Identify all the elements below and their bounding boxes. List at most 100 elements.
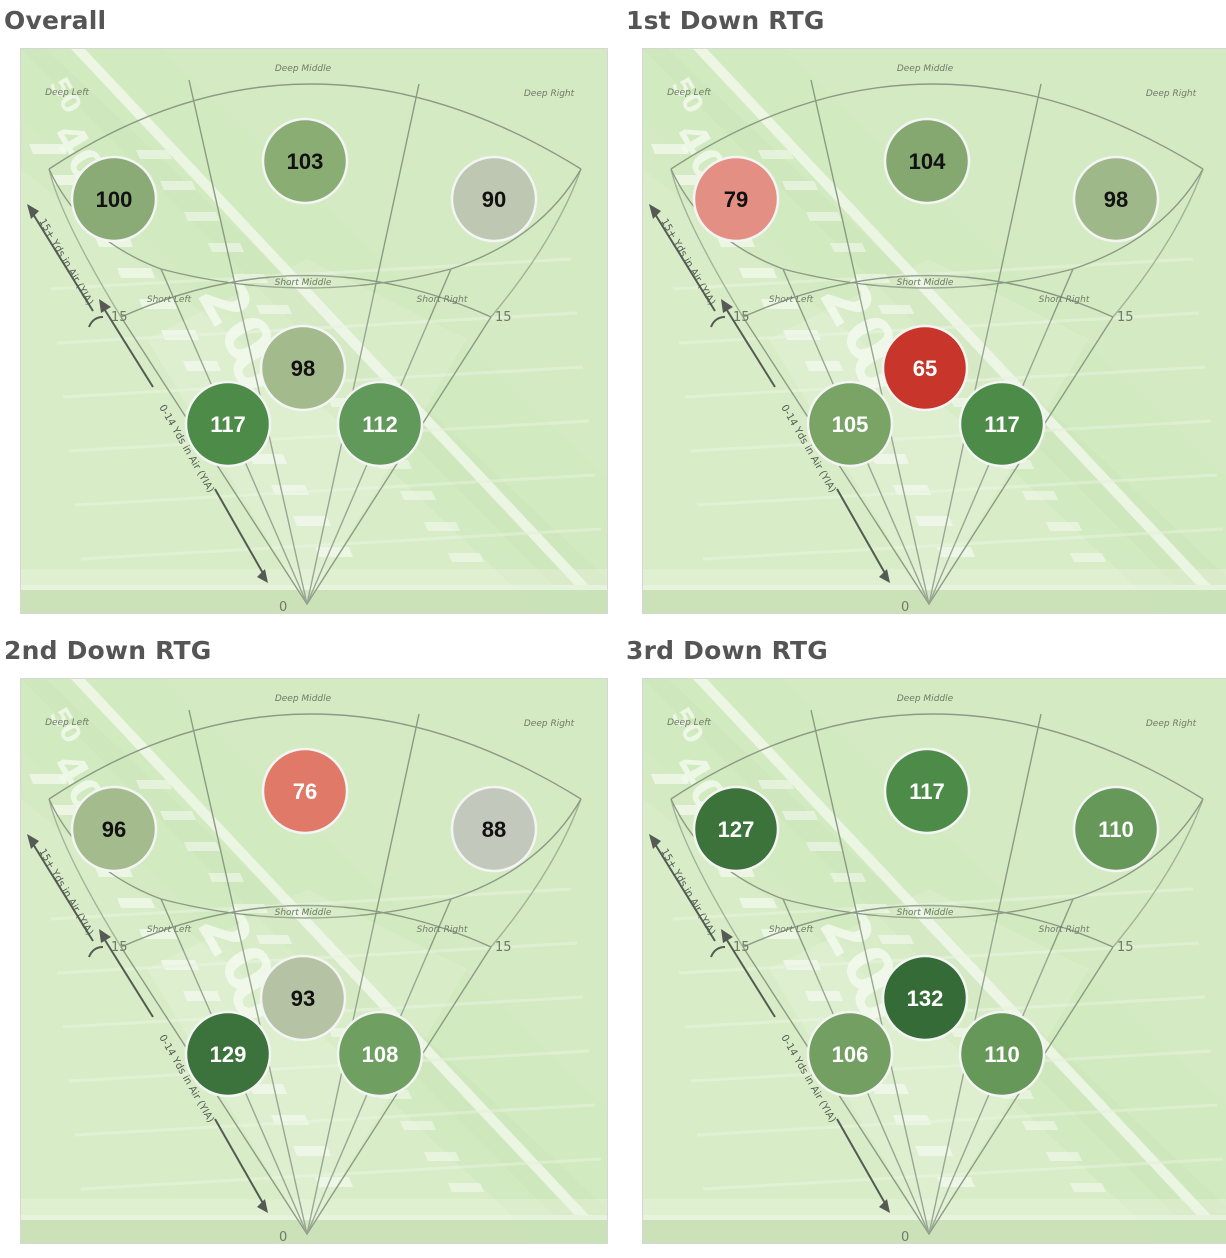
yard-marker-15-right: 15 — [495, 940, 512, 955]
rating-bubble: 117 — [883, 747, 971, 835]
zone-label: Short Middle — [275, 908, 332, 918]
rating-bubble: 79 — [692, 155, 780, 243]
rating-circle — [184, 1010, 272, 1098]
rating-value: 110 — [1098, 817, 1134, 842]
rating-circle — [958, 1010, 1046, 1098]
rating-circle — [692, 785, 780, 873]
rating-circle — [806, 380, 894, 468]
rating-value: 76 — [293, 779, 317, 804]
rating-bubble: 65 — [881, 324, 969, 412]
rating-bubble: 112 — [336, 380, 424, 468]
rating-value: 79 — [724, 187, 748, 212]
rating-circle — [70, 785, 158, 873]
rating-bubble: 88 — [450, 785, 538, 873]
rating-circle — [1072, 785, 1160, 873]
zone-label: Deep Middle — [275, 64, 332, 74]
rating-bubble: 93 — [259, 954, 347, 1042]
rating-bubble: 132 — [881, 954, 969, 1042]
zone-label: Deep Right — [524, 719, 575, 729]
rating-value: 93 — [291, 986, 315, 1011]
rating-bubble: 103 — [261, 117, 349, 205]
zone-label: Short Left — [769, 295, 814, 305]
zone-label: Deep Right — [524, 89, 575, 99]
zone-label: Deep Middle — [275, 694, 332, 704]
rating-circle — [450, 785, 538, 873]
rating-value: 132 — [907, 986, 944, 1011]
zone-label: Short Middle — [897, 278, 954, 288]
zone-label: Deep Left — [45, 718, 89, 728]
yard-marker-15-right: 15 — [1117, 940, 1134, 955]
rating-value: 98 — [291, 356, 315, 381]
rating-bubble: 129 — [184, 1010, 272, 1098]
yard-marker-15-right: 15 — [1117, 310, 1134, 325]
zone-label: Short Left — [147, 925, 192, 935]
rating-circle — [881, 954, 969, 1042]
zone-label: Short Left — [147, 295, 192, 305]
zone-label: Short Middle — [275, 278, 332, 288]
rating-value: 110 — [984, 1042, 1020, 1067]
yard-marker-0: 0 — [901, 600, 909, 613]
rating-bubble: 105 — [806, 380, 894, 468]
rating-value: 108 — [362, 1042, 399, 1067]
rating-circle — [692, 155, 780, 243]
rating-bubble: 96 — [70, 785, 158, 873]
rating-circle — [881, 324, 969, 412]
rating-circle — [1072, 155, 1160, 243]
rating-value: 98 — [1104, 187, 1128, 212]
zone-lines — [670, 709, 1204, 1236]
rating-circle — [450, 155, 538, 243]
rating-value: 103 — [287, 149, 324, 174]
rating-value: 104 — [909, 149, 946, 174]
zone-label: Deep Left — [667, 88, 711, 98]
rating-bubble: 127 — [692, 785, 780, 873]
zone-label: Short Left — [769, 925, 814, 935]
rating-bubble: 98 — [1072, 155, 1160, 243]
rating-value: 117 — [210, 412, 246, 437]
axis-arrows — [27, 834, 268, 1213]
rating-value: 65 — [913, 356, 937, 381]
zone-label: Short Right — [1039, 295, 1090, 305]
zone-label: Short Right — [417, 925, 468, 935]
rating-circle — [806, 1010, 894, 1098]
chart-title: 1st Down RTG — [626, 6, 825, 35]
rating-circle — [958, 380, 1046, 468]
yard-marker-15-left: 15 — [111, 940, 128, 955]
rating-value: 105 — [832, 412, 869, 437]
axis-arrows — [649, 834, 890, 1213]
rating-circle — [883, 117, 971, 205]
rating-value: 117 — [909, 779, 945, 804]
yard-marker-15-left: 15 — [733, 310, 750, 325]
rating-circle — [336, 380, 424, 468]
rating-bubble: 110 — [958, 1010, 1046, 1098]
zone-label: Deep Left — [667, 718, 711, 728]
rating-bubble: 117 — [184, 380, 272, 468]
rating-bubble: 117 — [958, 380, 1046, 468]
rating-value: 88 — [482, 817, 506, 842]
yard-marker-0: 0 — [279, 1230, 287, 1243]
zone-label: Deep Middle — [897, 64, 954, 74]
yard-marker-15-right: 15 — [495, 310, 512, 325]
rating-bubble: 104 — [883, 117, 971, 205]
rating-bubble: 90 — [450, 155, 538, 243]
rating-circle — [259, 954, 347, 1042]
rating-bubble: 106 — [806, 1010, 894, 1098]
axis-arrows — [649, 204, 890, 583]
zone-label: Short Right — [1039, 925, 1090, 935]
zone-label: Deep Right — [1146, 89, 1197, 99]
rating-value: 100 — [96, 187, 133, 212]
rating-circle — [883, 747, 971, 835]
chart-title: 3rd Down RTG — [626, 636, 828, 665]
yard-marker-0: 0 — [279, 600, 287, 613]
rating-value: 127 — [718, 817, 755, 842]
